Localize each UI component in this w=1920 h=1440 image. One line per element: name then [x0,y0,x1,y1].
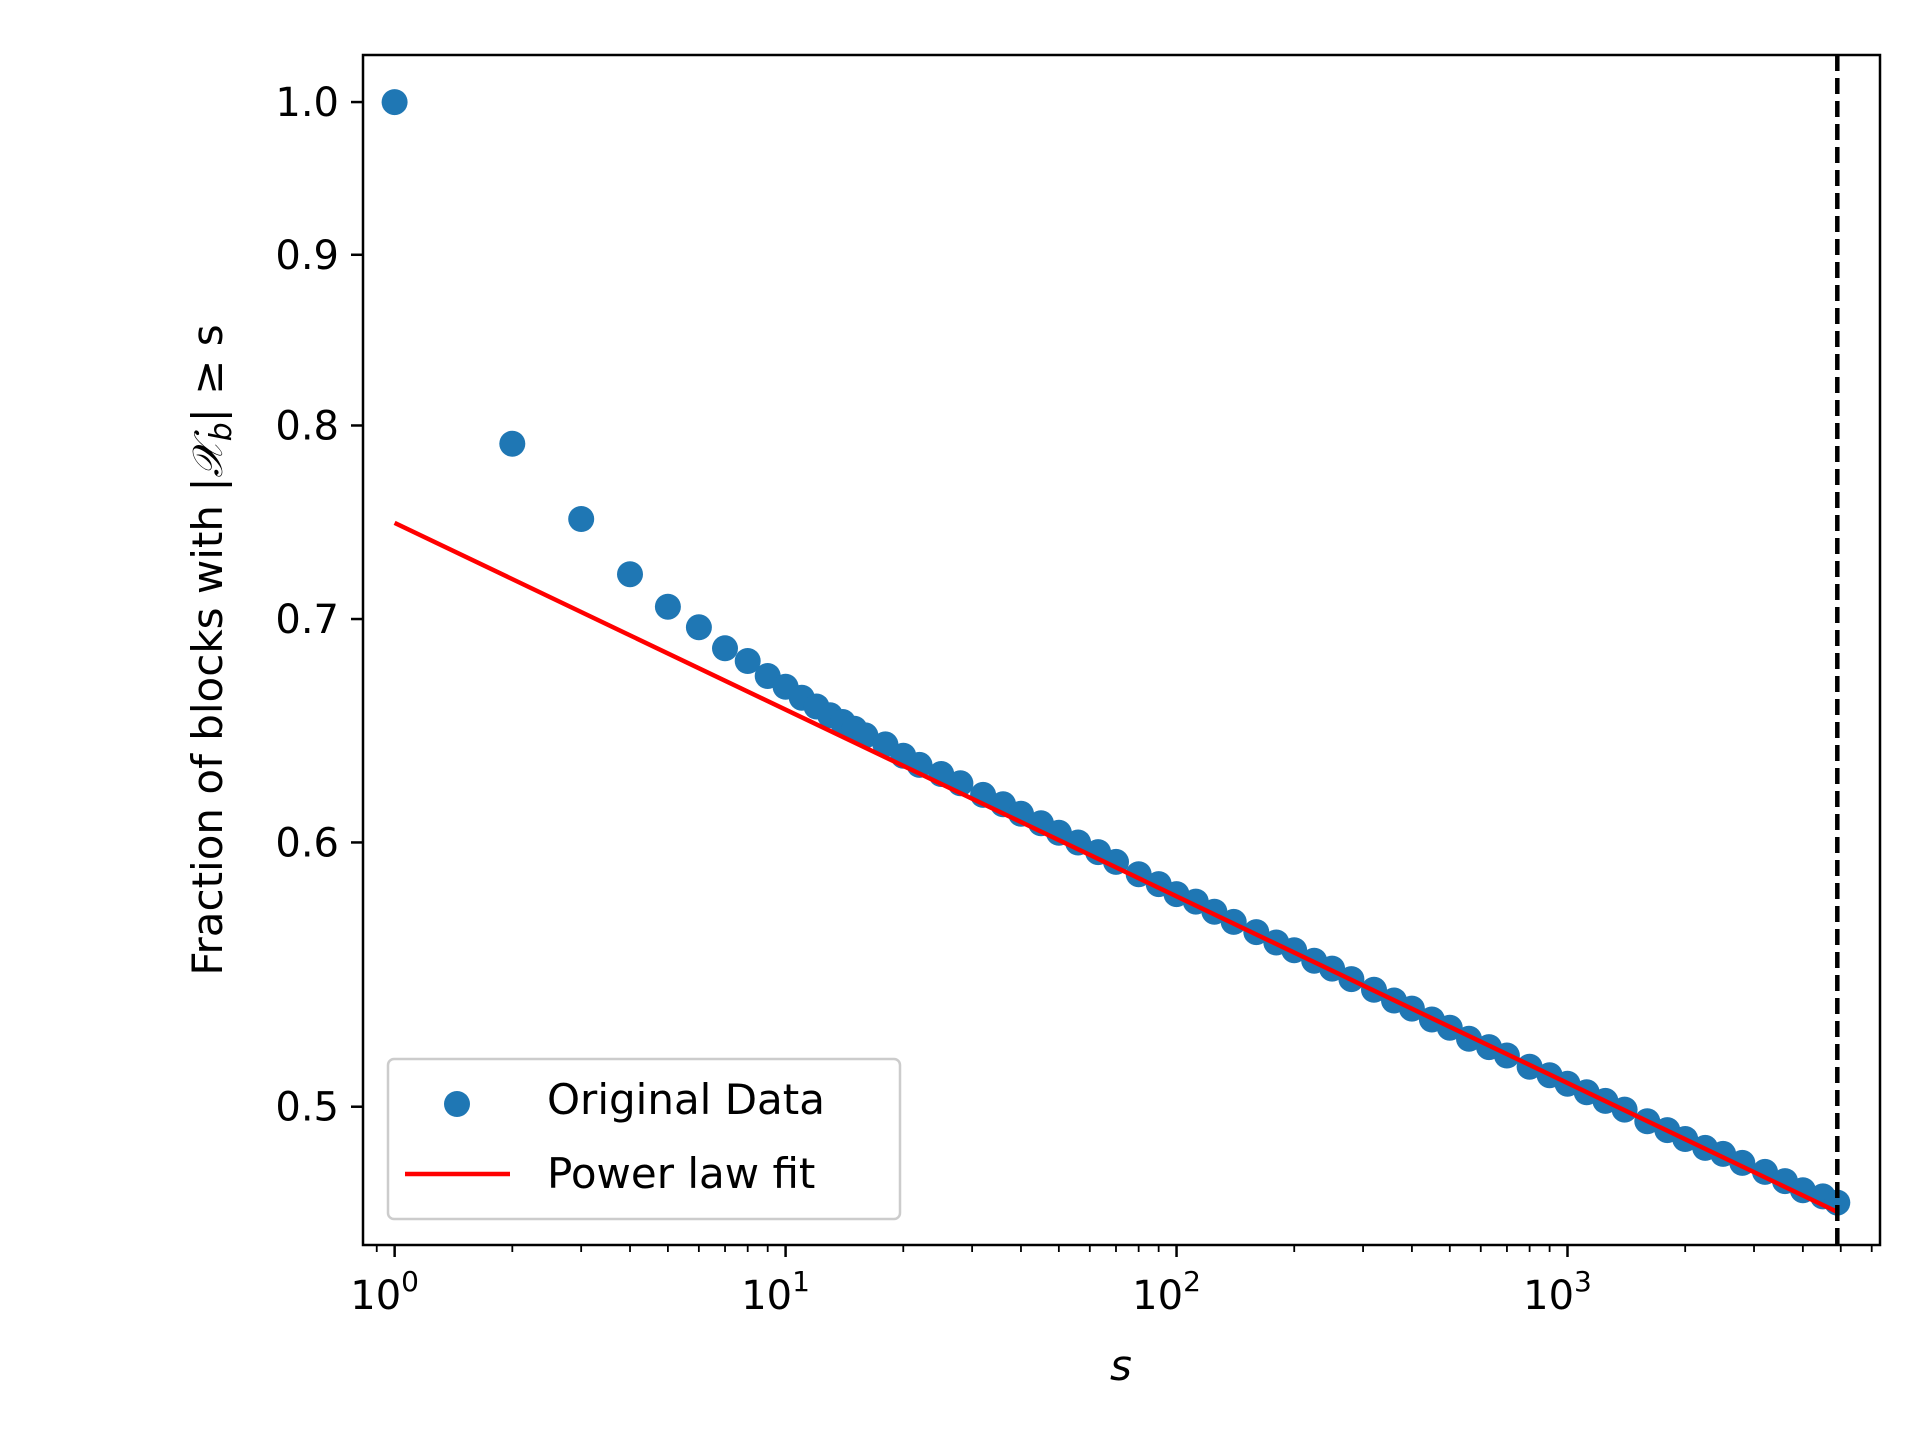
x-axis-label: s [1110,1341,1132,1390]
data-point [852,722,879,749]
y-axis-label: Fraction of blocks with |𝒳b| ≥ s [183,324,239,975]
x-tick-label: 101 [741,1265,810,1319]
legend: Original Data Power law fit [386,1057,902,1221]
legend-label-power-law-fit: Power law fit [547,1149,815,1198]
marks-layer [381,55,1851,1245]
data-point [734,648,761,674]
data-point [712,635,738,662]
ticks-layer: 100 101 102 103 0.5 0.6 0.7 0.8 0.9 1.0 [275,80,1873,1319]
data-point [381,89,408,116]
y-axis-label-prefix: Fraction of blocks with | [183,477,232,975]
y-tick-label: 0.9 [275,233,339,279]
data-point [1065,829,1092,856]
power-law-fit-line [393,520,1839,1214]
y-axis-label-suffix: | ≥ s [183,324,232,422]
legend-marker-original-data [444,1091,470,1117]
plot-background [363,55,1880,1245]
x-tick-label: 103 [1523,1265,1592,1319]
y-tick-label: 1.0 [275,80,339,126]
x-tick-label: 102 [1132,1265,1201,1319]
y-tick-label: 0.5 [275,1085,339,1131]
plot-frame [361,53,1882,1247]
data-point [499,430,526,457]
data-point [685,614,712,641]
y-tick-label: 0.6 [275,820,339,866]
x-tick-label: 100 [350,1265,419,1319]
legend-label-original-data: Original Data [547,1075,825,1124]
data-point [617,561,643,588]
data-point [568,506,595,532]
y-tick-label: 0.8 [275,403,339,449]
y-axis-label-subscript: b [204,422,239,441]
y-tick-label: 0.7 [275,597,339,643]
legend-box [386,1057,902,1221]
data-point [654,593,681,620]
